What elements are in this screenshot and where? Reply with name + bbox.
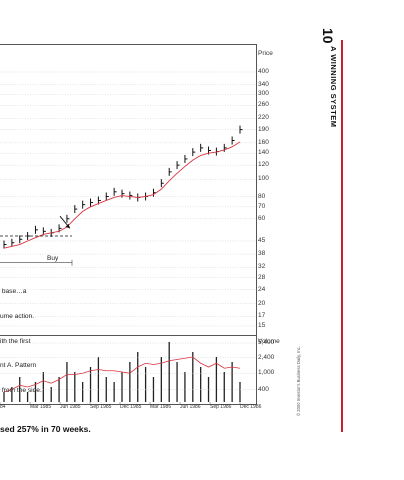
- price-tick-label: 70: [258, 202, 266, 210]
- moving-average-line: [3, 141, 241, 249]
- buy-label: Buy: [47, 255, 59, 262]
- price-tick-label: 15: [258, 322, 266, 329]
- chapter-title: A WINNING SYSTEM: [329, 46, 338, 128]
- date-tick-label: Sep 1986: [210, 404, 232, 410]
- annotation-line: ith the first: [0, 337, 31, 345]
- date-tick-label: Mar 1986: [150, 404, 172, 410]
- price-tick-label: 45: [258, 237, 266, 244]
- volume-tick-label: 2,400: [258, 353, 275, 361]
- pattern-annotation: base…a ume action. ith the first nt A. P…: [0, 272, 42, 411]
- stock-chart: Price 400 340 300 260 220 190 160 140 120 100 80 70…: [0, 44, 296, 412]
- date-tick-label: Sep 1985: [90, 404, 112, 410]
- price-pane: [0, 44, 257, 336]
- price-tick-label: 190: [258, 125, 269, 133]
- price-tick-label: 17: [258, 312, 266, 320]
- price-tick-label: 400: [258, 68, 269, 75]
- copyright-text: © 2000 Investor's Business Daily, Inc.: [296, 346, 301, 416]
- volume-axis-title: Volume: [258, 338, 280, 345]
- buy-arrow-head: [65, 223, 70, 229]
- volume-tick-label: 1,000: [258, 369, 275, 377]
- price-tick-label: 160: [258, 138, 269, 146]
- volume-tick-label: 5,400: [258, 339, 275, 347]
- volume-tick-label: 400: [258, 385, 269, 393]
- price-tick-label: 300: [258, 90, 269, 98]
- chart-svg: [0, 71, 256, 404]
- price-tick-label: 80: [258, 192, 266, 200]
- annotation-line: nt A. Pattern: [0, 362, 37, 370]
- price-tick-label: 120: [258, 161, 269, 169]
- copyright-notice: © 2000 Investor's Business Daily, Inc.: [296, 306, 302, 416]
- price-tick-label: 32: [258, 263, 266, 271]
- date-tick-label: 84: [0, 404, 6, 410]
- price-tick-label: 28: [258, 273, 266, 281]
- chapter-rule: [341, 40, 343, 432]
- date-tick-label: Jun 1986: [180, 404, 201, 410]
- date-tick-label: Jun 1985: [60, 404, 81, 410]
- price-tick-label: 60: [258, 214, 266, 222]
- volume-pane: [0, 334, 257, 405]
- price-tick-label: 38: [258, 250, 266, 258]
- price-axis-title: Price: [258, 50, 273, 57]
- date-tick-label: Dec 1986: [240, 404, 262, 410]
- price-tick-label: 24: [258, 285, 266, 293]
- price-tick-label: 20: [258, 299, 266, 307]
- price-tick-label: 220: [258, 114, 269, 122]
- annotation-line: base…a: [0, 288, 27, 296]
- chapter-number: 10: [320, 28, 336, 44]
- date-axis: 84 Mar 1985 Jun 1985 Sep 1985 Dec 1985 Mar 19…: [0, 404, 261, 412]
- price-tick-label: 140: [258, 149, 269, 157]
- annotation-line: ume action.: [0, 313, 35, 321]
- figure-caption: sed 257% in 70 weeks.: [0, 424, 91, 434]
- price-tick-label: 100: [258, 175, 269, 183]
- volume-average-line: [3, 356, 241, 393]
- annotation-line: from the side.: [0, 386, 42, 394]
- price-tick-label: 260: [258, 101, 269, 109]
- date-tick-label: Dec 1985: [120, 404, 142, 410]
- price-tick-label: 340: [258, 80, 269, 88]
- date-tick-label: Mar 1985: [30, 404, 52, 410]
